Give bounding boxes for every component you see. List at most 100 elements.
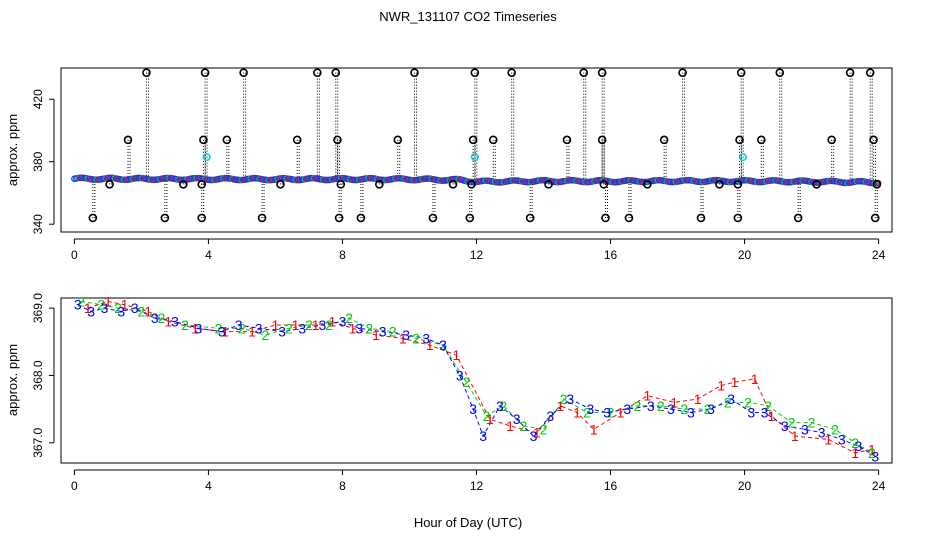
flagged-point — [812, 180, 821, 189]
series-3-marker: 3 — [603, 404, 611, 420]
series-1-marker: 1 — [221, 324, 229, 340]
series-1-marker: 1 — [164, 314, 172, 330]
flagged-point — [199, 135, 208, 145]
flagged-point — [544, 180, 553, 189]
top-x-tick-label: 4 — [205, 248, 212, 262]
series-1-marker: 1 — [248, 324, 256, 340]
series-2-marker: 2 — [181, 317, 189, 333]
flagged-point — [827, 135, 836, 145]
flagged-point — [239, 68, 248, 77]
flagged-point — [197, 213, 207, 223]
series-2-marker: 2 — [851, 435, 859, 451]
series-1-marker: 1 — [617, 404, 625, 420]
top-y-tick-label: 340 — [31, 214, 45, 234]
series-2-marker: 2 — [657, 398, 665, 414]
series-2-marker: 2 — [499, 398, 507, 414]
series-2-marker: 2 — [114, 300, 122, 316]
flagged-point — [123, 135, 133, 145]
series-2-marker: 2 — [97, 297, 105, 313]
flagged-point — [465, 213, 475, 223]
flagged-point — [696, 213, 706, 223]
series-2-marker: 2 — [262, 327, 270, 343]
series-1-marker: 1 — [573, 404, 581, 420]
series-3-marker: 3 — [117, 303, 125, 319]
flagged-point — [845, 68, 855, 77]
series-2-marker: 2 — [412, 330, 420, 346]
series-2-marker: 2 — [788, 415, 796, 431]
bottom-x-tick-label: 20 — [738, 479, 752, 493]
series-1-marker: 1 — [292, 317, 300, 333]
bottom-y-tick-label: 367.0 — [31, 427, 45, 457]
series-1-marker: 1 — [84, 300, 92, 316]
series-1-marker: 1 — [329, 314, 337, 330]
series-3-marker: 3 — [727, 391, 735, 407]
flagged-point — [257, 213, 267, 223]
series-3-marker: 3 — [747, 404, 755, 420]
series-3-marker: 3 — [855, 438, 863, 454]
bottom-x-tick-label: 24 — [872, 479, 886, 493]
series-3-marker: 3 — [131, 300, 139, 316]
flagged-point — [222, 135, 232, 145]
series-1-marker: 1 — [694, 391, 702, 407]
series-3-marker: 3 — [838, 431, 846, 447]
top-x-tick-label: 24 — [872, 248, 886, 262]
x-axis-label: Hour of Day (UTC) — [414, 515, 522, 530]
flagged-point — [562, 135, 572, 145]
series-1-marker: 1 — [426, 337, 434, 353]
bottom-x-tick-label: 8 — [339, 479, 346, 493]
series-2-marker: 2 — [439, 337, 447, 353]
figure-title: NWR_131107 CO2 Timeseries — [379, 9, 557, 24]
flagged-point — [643, 180, 652, 189]
series-1-marker: 1 — [104, 293, 112, 309]
series-2-marker: 2 — [138, 303, 146, 319]
flagged-point — [468, 135, 478, 145]
top-plot-area — [71, 68, 882, 223]
flagged-point — [333, 135, 342, 145]
top-x-tick-label: 20 — [738, 248, 752, 262]
series-2-marker: 2 — [744, 394, 752, 410]
series-3-marker: 3 — [379, 324, 387, 340]
flagged-point — [467, 180, 476, 189]
series-2-marker: 2 — [285, 320, 293, 336]
flagged-point — [775, 68, 785, 77]
series-3-marker: 3 — [667, 401, 675, 417]
flagged-point — [736, 68, 746, 77]
series-3-marker: 3 — [194, 320, 202, 336]
flagged-point — [197, 180, 207, 189]
series-2-marker: 2 — [764, 398, 772, 414]
flagged-point — [470, 68, 480, 77]
series-2-marker: 2 — [540, 421, 548, 437]
series-1-marker: 1 — [868, 442, 876, 458]
series-2-marker: 2 — [325, 317, 333, 333]
flagged-point — [375, 180, 384, 189]
series-1-marker: 1 — [851, 445, 859, 461]
top-y-tick-label: 380 — [31, 151, 45, 171]
series-2-marker: 2 — [724, 394, 732, 410]
flagged-point — [869, 135, 878, 145]
highlight-point — [202, 152, 211, 162]
series-1-marker: 1 — [791, 428, 799, 444]
flagged-point — [393, 135, 403, 145]
series-3-marker: 3 — [801, 421, 809, 437]
series-3-marker: 3 — [647, 398, 655, 414]
flagged-point — [525, 213, 535, 223]
flagged-point — [659, 135, 669, 145]
flagged-point — [624, 213, 634, 223]
series-1-marker: 1 — [643, 388, 651, 404]
series-3-marker: 3 — [318, 317, 326, 333]
series-3-marker: 3 — [587, 401, 595, 417]
series-1-marker: 1 — [670, 394, 678, 410]
flagged-point — [599, 180, 609, 189]
series-2-marker: 2 — [389, 324, 397, 340]
series-3-marker: 3 — [496, 398, 504, 414]
series-2-marker: 2 — [483, 408, 491, 424]
series-2-marker: 2 — [583, 404, 591, 420]
series-3-marker: 3 — [546, 408, 554, 424]
flagged-point — [579, 68, 589, 77]
series-3-marker: 3 — [355, 320, 363, 336]
series-1-marker: 1 — [717, 378, 725, 394]
series-2-marker: 2 — [560, 391, 568, 407]
series-3-marker: 3 — [479, 428, 487, 444]
series-3-marker: 3 — [513, 411, 521, 427]
flagged-point — [872, 180, 882, 189]
